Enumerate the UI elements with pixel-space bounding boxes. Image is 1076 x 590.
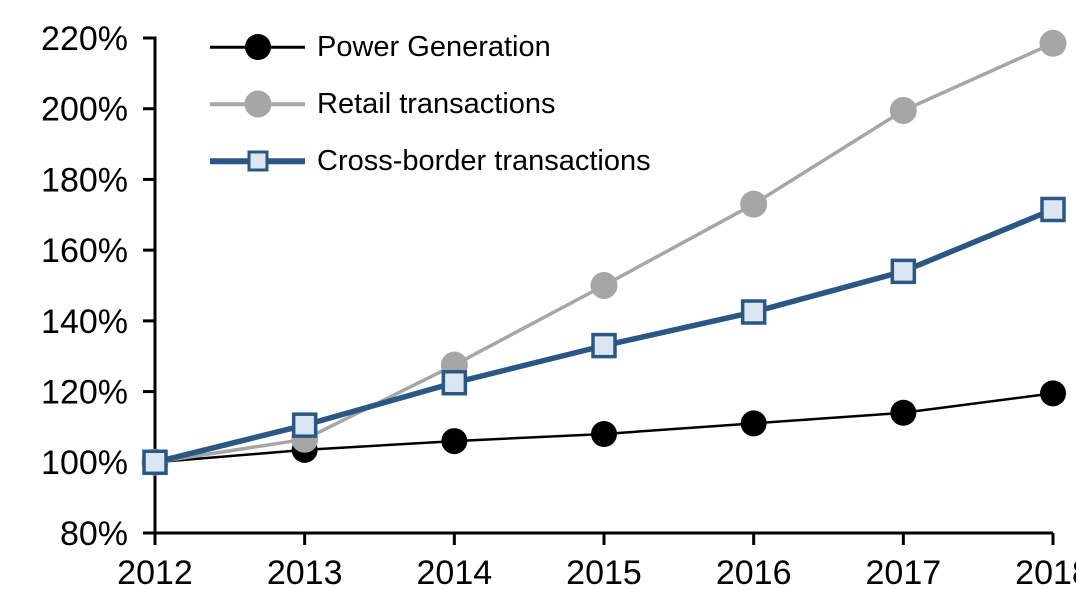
legend-label-power-generation: Power Generation <box>317 31 551 63</box>
retail-transactions-point-2016 <box>740 190 768 218</box>
legend-swatch-marker <box>244 34 271 60</box>
cross-border-transactions-point-2015 <box>591 332 617 359</box>
x-tick-label: 2012 <box>117 554 193 590</box>
cross-border-transactions-line-marker-icon <box>210 142 305 180</box>
y-tick-label: 200% <box>41 91 128 129</box>
retail-transactions-point-2018 <box>1039 29 1067 57</box>
y-tick-label: 160% <box>41 232 128 270</box>
x-tick-label: 2015 <box>566 554 642 590</box>
legend: Power Generation Retail transactions Cro… <box>210 28 651 180</box>
x-tick-label: 2018 <box>1015 554 1076 590</box>
power-generation-point-2014 <box>441 428 468 455</box>
legend-item-cross-border-transactions: Cross-border transactions <box>210 142 651 180</box>
cross-border-transactions-point-2013 <box>291 412 318 438</box>
y-tick-label: 180% <box>41 161 128 199</box>
power-generation-line-marker-icon <box>210 28 305 66</box>
indexed-growth-line-chart: 80% 100% 120% 140% 160% 180% 200% 220% 2012 2013 2… <box>40 16 1076 590</box>
plot-svg: 80% 100% 120% 140% 160% 180% 200% 220% 2012 2013 2… <box>41 20 1076 590</box>
x-tick-label: 2016 <box>716 554 792 590</box>
x-tick-label: 2013 <box>267 554 343 590</box>
cross-border-transactions-point-2018 <box>1040 196 1066 223</box>
retail-transactions-point-2015 <box>590 272 618 299</box>
x-tick-label: 2017 <box>866 554 942 590</box>
y-tick-label: 100% <box>41 444 128 482</box>
y-tick-label: 220% <box>41 20 128 58</box>
legend-swatch-marker <box>244 90 271 118</box>
power-generation-point-2017 <box>890 399 917 426</box>
power-generation-point-2015 <box>591 421 617 447</box>
power-generation-point-2016 <box>740 410 767 437</box>
power-generation-point-2018 <box>1040 380 1066 407</box>
cross-border-transactions-point-2012 <box>142 449 168 476</box>
legend-swatch-marker <box>247 150 268 172</box>
cross-border-transactions-point-2014 <box>441 369 468 396</box>
legend-item-power-generation: Power Generation <box>210 28 651 66</box>
legend-item-retail-transactions: Retail transactions <box>210 85 651 123</box>
retail-transactions-line-marker-icon <box>210 85 305 123</box>
y-tick-label: 140% <box>41 303 128 341</box>
y-tick-label: 80% <box>60 515 128 553</box>
y-tick-label: 120% <box>41 373 128 411</box>
legend-label-cross-border-transactions: Cross-border transactions <box>317 145 651 177</box>
cross-border-transactions-point-2016 <box>740 299 767 325</box>
retail-transactions-point-2017 <box>889 96 917 124</box>
x-tick-label: 2014 <box>417 554 493 590</box>
cross-border-transactions-point-2017 <box>890 258 917 285</box>
legend-label-retail-transactions: Retail transactions <box>317 88 556 120</box>
